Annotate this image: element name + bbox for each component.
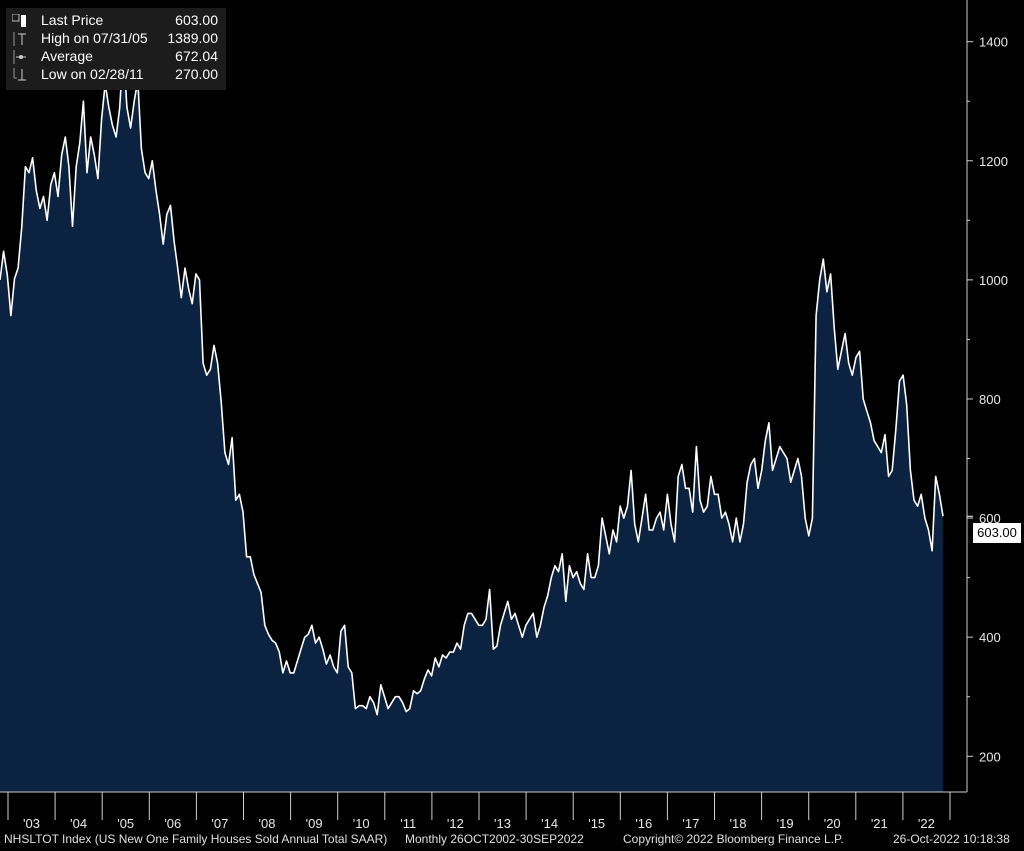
x-tick-label: '19 (777, 816, 794, 831)
tick-labels: 200 400 600 800 1000 1200 1400 '03 '04 '05 '06 '07 '… (23, 35, 1008, 831)
footer-timestamp: 26-Oct-2022 10:18:38 (893, 832, 1010, 846)
footer-copyright: Copyright© 2022 Bloomberg Finance L.P. (623, 832, 844, 846)
x-tick-label: '11 (400, 816, 416, 831)
x-tick-label: '10 (353, 816, 370, 831)
y-tick-label: 400 (979, 630, 1001, 645)
x-tick-label: '13 (494, 816, 511, 831)
x-tick-label: '03 (23, 816, 40, 831)
series-line (0, 47, 944, 716)
last-price-badge: 603.00 (973, 523, 1021, 543)
x-tick-label: '04 (70, 816, 87, 831)
legend-item-low[interactable]: Low on 02/28/11 270.00 (6, 66, 226, 84)
x-tick-label: '14 (541, 816, 558, 831)
x-tick-label: '12 (447, 816, 464, 831)
x-tick-label: '07 (211, 816, 228, 831)
legend-item-average[interactable]: Average 672.04 (6, 48, 226, 66)
x-tick-label: '22 (918, 816, 935, 831)
legend-value: 1389.00 (167, 30, 218, 46)
legend-value: 672.04 (175, 48, 218, 64)
x-tick-label: '08 (259, 816, 276, 831)
average-line-icon (13, 50, 26, 64)
series-area (0, 48, 943, 792)
footer-index-label: NHSLTOT Index (US New One Family Houses … (4, 832, 388, 846)
legend-value: 270.00 (175, 66, 218, 82)
x-tick-label: '05 (117, 816, 134, 831)
legend-item-high[interactable]: High on 07/31/05 1389.00 (6, 30, 226, 48)
x-tick-label: '09 (306, 816, 323, 831)
legend-item-last-price[interactable]: Last Price 603.00 (6, 12, 226, 30)
footer-range: Monthly 26OCT2002-30SEP2022 (405, 832, 584, 846)
x-tick-label: '18 (730, 816, 747, 831)
legend-label: Average (41, 48, 93, 64)
x-tick-label: '21 (871, 816, 888, 831)
high-marker-icon (13, 32, 26, 46)
legend-label: High on 07/31/05 (41, 30, 148, 46)
low-marker-icon (13, 68, 26, 81)
last-price-icon (12, 14, 26, 27)
y-tick-label: 1200 (979, 154, 1008, 169)
legend-label: Low on 02/28/11 (41, 66, 144, 82)
legend-box: Last Price 603.00 High on 07/31/05 1389.… (6, 8, 226, 90)
x-tick-label: '16 (635, 816, 652, 831)
y-tick-label: 800 (979, 392, 1001, 407)
x-tick-label: '20 (824, 816, 841, 831)
legend-value: 603.00 (175, 12, 218, 28)
x-tick-label: '06 (164, 816, 181, 831)
y-tick-label: 600 (979, 511, 1001, 526)
y-tick-label: 1000 (979, 273, 1008, 288)
y-tick-label: 200 (979, 749, 1001, 764)
x-tick-label: '15 (588, 816, 605, 831)
plot-area (0, 47, 944, 792)
legend-label: Last Price (41, 12, 104, 28)
y-tick-label: 1400 (979, 35, 1008, 50)
axes (0, 0, 973, 820)
x-tick-label: '17 (682, 816, 699, 831)
